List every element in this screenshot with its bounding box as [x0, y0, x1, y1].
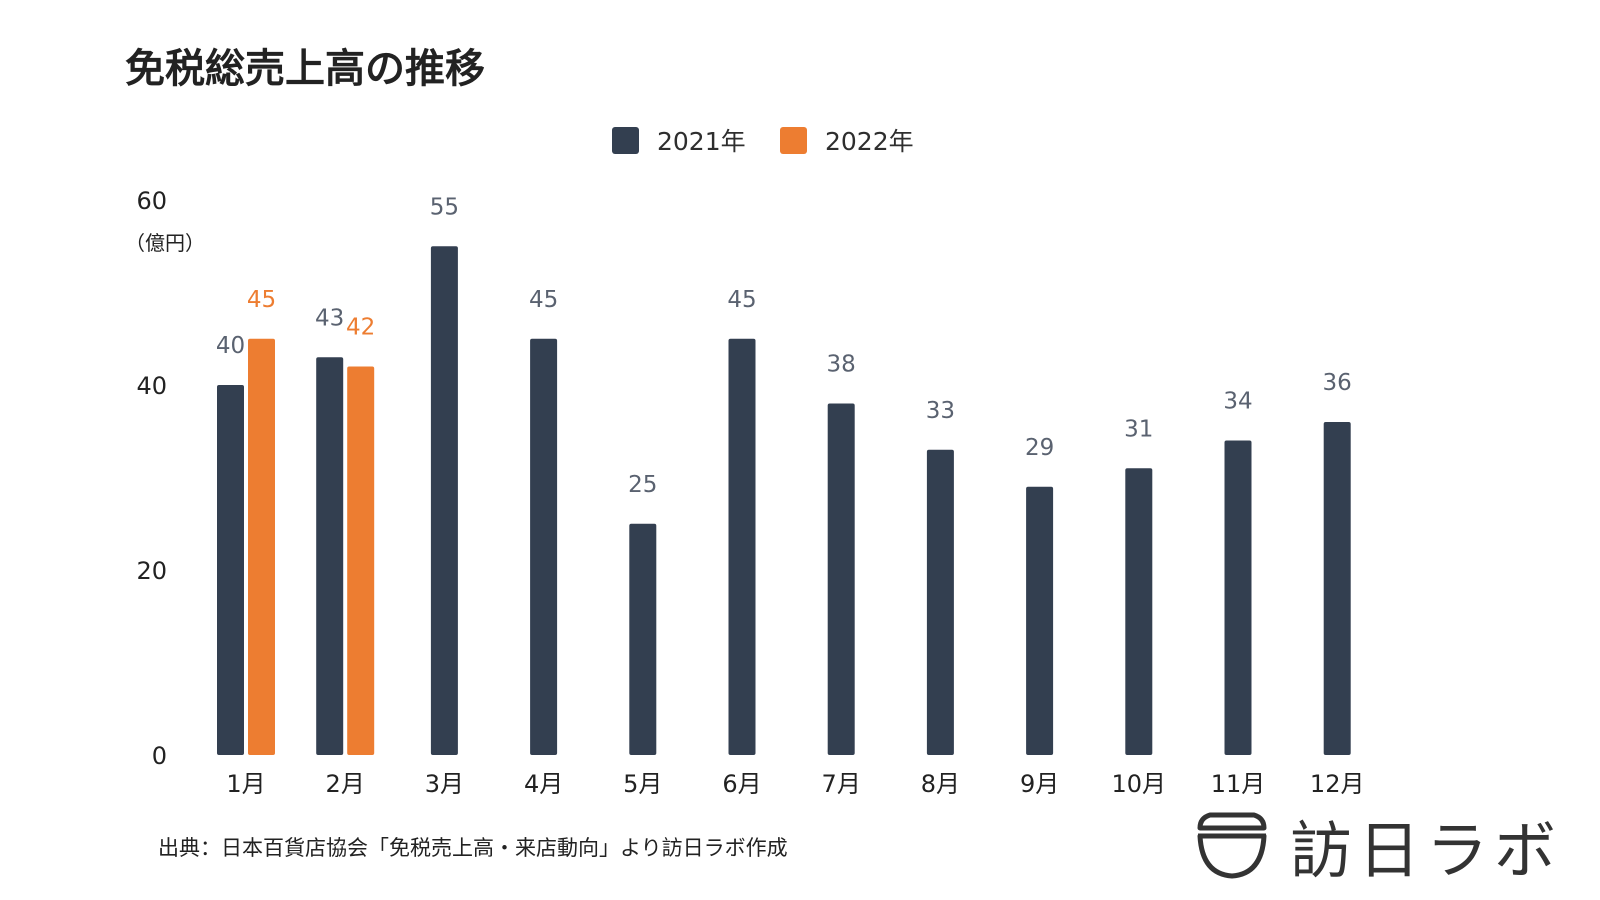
x-tick-label: 2月	[326, 770, 365, 798]
bar-2021年-5月	[629, 523, 657, 755]
y-tick-label: 60	[136, 187, 167, 215]
bar-2021年-2月	[316, 357, 344, 755]
x-axis: 1月 2月 3月 4月 5月 6月 7月 8月 9月 10月 11月 12月	[226, 770, 1364, 798]
y-axis: 0 20 40 60	[136, 187, 167, 770]
x-tick-label: 3月	[425, 770, 464, 798]
logo-text: 訪日ラボ	[1290, 814, 1562, 887]
x-tick-label: 7月	[822, 770, 861, 798]
chart-legend: 2021年 2022年	[612, 127, 914, 156]
value-label: 42	[346, 315, 375, 341]
bar-2021年-7月	[827, 403, 855, 755]
bar-2022年-2月	[347, 366, 375, 755]
y-tick-label: 20	[136, 557, 167, 585]
bar-2021年-11月	[1224, 440, 1252, 755]
bar-2021年-10月	[1125, 468, 1153, 755]
y-tick-label: 40	[136, 372, 167, 400]
value-label: 33	[926, 398, 955, 424]
x-tick-label: 5月	[623, 770, 662, 798]
bar-2021年-8月	[926, 449, 954, 755]
legend-swatch-2021年	[612, 127, 639, 154]
bar-2021年-9月	[1026, 486, 1054, 755]
value-label: 31	[1124, 416, 1153, 442]
x-tick-label: 1月	[226, 770, 265, 798]
x-tick-label: 11月	[1211, 770, 1266, 798]
y-tick-label: 0	[152, 742, 167, 770]
bar-2021年-1月	[217, 385, 244, 755]
bar-2021年-12月	[1323, 422, 1351, 755]
value-label: 25	[628, 472, 657, 498]
x-tick-label: 9月	[1020, 770, 1059, 798]
bar-group	[217, 246, 1351, 755]
value-label: 45	[727, 287, 756, 313]
x-tick-label: 8月	[921, 770, 960, 798]
y-axis-unit: （億円）	[125, 231, 205, 255]
bar-2021年-4月	[530, 338, 558, 755]
bar-2022年-1月	[248, 338, 275, 755]
legend-swatch-2022年	[780, 127, 807, 154]
value-label: 45	[247, 287, 276, 313]
value-label: 55	[430, 194, 459, 220]
x-tick-label: 4月	[524, 770, 563, 798]
value-label: 29	[1025, 435, 1054, 461]
value-label: 34	[1223, 389, 1252, 415]
value-label: 40	[216, 333, 245, 359]
x-tick-label: 12月	[1310, 770, 1365, 798]
bar-2021年-6月	[728, 338, 756, 755]
chart-title: 免税総売上高の推移	[125, 46, 485, 92]
logo: 訪日ラボ	[1197, 812, 1562, 887]
bowl-logo-icon	[1197, 812, 1267, 879]
x-tick-label: 10月	[1112, 770, 1167, 798]
legend-label: 2021年	[657, 127, 746, 156]
legend-label: 2022年	[825, 127, 914, 156]
source-note: 出典：日本百貨店協会「免税売上高・来店動向」より訪日ラボ作成	[158, 836, 788, 860]
bar-2021年-3月	[430, 246, 458, 755]
value-label: 43	[315, 305, 344, 331]
value-label: 36	[1323, 370, 1352, 396]
value-label: 38	[827, 352, 856, 378]
value-label: 45	[529, 287, 558, 313]
x-tick-label: 6月	[722, 770, 761, 798]
